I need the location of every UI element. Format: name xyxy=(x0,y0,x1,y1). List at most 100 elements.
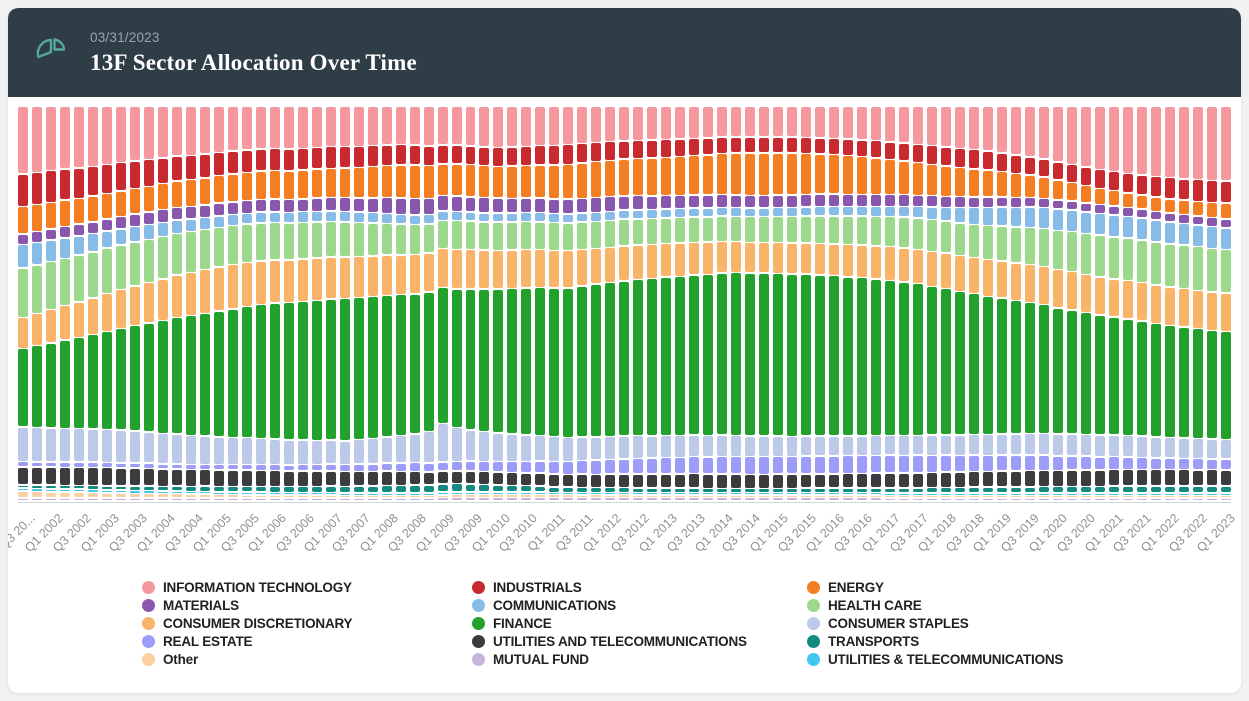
bar-segment[interactable] xyxy=(982,472,993,487)
bar-segment[interactable] xyxy=(507,166,518,198)
bar-segment[interactable] xyxy=(297,493,308,495)
stacked-bar[interactable] xyxy=(199,107,210,500)
bar-segment[interactable] xyxy=(731,273,742,435)
bar-segment[interactable] xyxy=(703,138,714,155)
bar-segment[interactable] xyxy=(899,207,909,217)
bar-segment[interactable] xyxy=(213,153,224,175)
bar-segment[interactable] xyxy=(339,493,350,495)
stacked-bar[interactable] xyxy=(535,107,546,500)
bar-segment[interactable] xyxy=(787,208,798,216)
bar-segment[interactable] xyxy=(926,107,937,145)
bar-segment[interactable] xyxy=(913,284,923,435)
bar-segment[interactable] xyxy=(381,471,392,485)
bar-segment[interactable] xyxy=(283,213,294,223)
stacked-bar[interactable] xyxy=(507,107,518,500)
bar-segment[interactable] xyxy=(465,498,476,500)
bar-segment[interactable] xyxy=(325,464,336,471)
bar-segment[interactable] xyxy=(45,343,56,428)
bar-segment[interactable] xyxy=(1052,209,1063,230)
bar-segment[interactable] xyxy=(339,496,350,498)
bar-segment[interactable] xyxy=(143,212,154,224)
bar-segment[interactable] xyxy=(325,498,336,501)
bar-segment[interactable] xyxy=(1094,205,1105,213)
bar-segment[interactable] xyxy=(339,107,350,146)
bar-segment[interactable] xyxy=(185,494,196,498)
bar-segment[interactable] xyxy=(101,165,112,193)
bar-segment[interactable] xyxy=(409,493,420,495)
bar-segment[interactable] xyxy=(885,488,896,493)
bar-segment[interactable] xyxy=(18,485,28,488)
bar-segment[interactable] xyxy=(968,487,979,493)
bar-segment[interactable] xyxy=(1010,471,1021,487)
bar-segment[interactable] xyxy=(353,298,364,439)
bar-segment[interactable] xyxy=(717,498,728,500)
bar-segment[interactable] xyxy=(465,492,476,494)
bar-segment[interactable] xyxy=(633,498,644,501)
bar-segment[interactable] xyxy=(577,437,588,460)
bar-segment[interactable] xyxy=(227,151,238,174)
bar-segment[interactable] xyxy=(759,217,770,242)
bar-segment[interactable] xyxy=(1150,107,1161,176)
bar-segment[interactable] xyxy=(591,143,602,161)
bar-segment[interactable] xyxy=(815,474,826,488)
bar-segment[interactable] xyxy=(940,493,951,495)
bar-segment[interactable] xyxy=(31,314,42,345)
bar-segment[interactable] xyxy=(381,107,392,145)
bar-segment[interactable] xyxy=(996,434,1007,455)
bar-segment[interactable] xyxy=(1206,439,1217,459)
bar-segment[interactable] xyxy=(1220,228,1231,249)
bar-segment[interactable] xyxy=(479,198,490,213)
bar-segment[interactable] xyxy=(479,432,490,461)
bar-segment[interactable] xyxy=(843,245,854,277)
bar-segment[interactable] xyxy=(745,217,756,242)
bar-segment[interactable] xyxy=(787,489,798,492)
bar-segment[interactable] xyxy=(577,199,588,213)
bar-segment[interactable] xyxy=(661,493,672,495)
bar-segment[interactable] xyxy=(1024,471,1035,487)
bar-segment[interactable] xyxy=(759,489,770,492)
bar-segment[interactable] xyxy=(465,107,476,146)
bar-segment[interactable] xyxy=(647,458,658,474)
bar-segment[interactable] xyxy=(409,485,420,493)
bar-segment[interactable] xyxy=(647,493,658,495)
bar-segment[interactable] xyxy=(1206,249,1217,292)
bar-segment[interactable] xyxy=(507,498,518,500)
bar-segment[interactable] xyxy=(689,474,700,488)
bar-segment[interactable] xyxy=(1094,435,1105,457)
bar-segment[interactable] xyxy=(31,428,42,462)
bar-segment[interactable] xyxy=(45,489,56,492)
bar-segment[interactable] xyxy=(954,149,965,167)
bar-segment[interactable] xyxy=(982,435,993,455)
bar-segment[interactable] xyxy=(465,197,476,212)
bar-segment[interactable] xyxy=(926,196,937,207)
bar-segment[interactable] xyxy=(395,145,406,164)
bar-segment[interactable] xyxy=(843,156,854,194)
bar-segment[interactable] xyxy=(857,436,868,455)
bar-segment[interactable] xyxy=(647,210,658,218)
bar-segment[interactable] xyxy=(647,140,658,158)
bar-segment[interactable] xyxy=(493,213,504,222)
bar-segment[interactable] xyxy=(227,492,238,494)
bar-segment[interactable] xyxy=(297,465,308,471)
bar-segment[interactable] xyxy=(1136,240,1147,282)
bar-segment[interactable] xyxy=(633,488,644,492)
bar-segment[interactable] xyxy=(899,248,909,282)
bar-segment[interactable] xyxy=(605,493,616,494)
bar-segment[interactable] xyxy=(409,472,420,485)
bar-segment[interactable] xyxy=(521,492,532,494)
bar-segment[interactable] xyxy=(1066,495,1077,498)
bar-segment[interactable] xyxy=(1206,203,1217,217)
bar-segment[interactable] xyxy=(157,107,168,158)
bar-segment[interactable] xyxy=(423,224,434,253)
bar-segment[interactable] xyxy=(269,223,280,260)
bar-segment[interactable] xyxy=(367,198,378,212)
bar-segment[interactable] xyxy=(829,488,840,492)
bar-segment[interactable] xyxy=(885,142,896,159)
legend-item[interactable]: ENERGY xyxy=(807,578,1107,596)
bar-segment[interactable] xyxy=(787,107,798,137)
stacked-bar[interactable] xyxy=(801,107,812,500)
bar-segment[interactable] xyxy=(1010,107,1021,155)
bar-segment[interactable] xyxy=(1010,434,1021,455)
bar-segment[interactable] xyxy=(1192,493,1203,495)
bar-segment[interactable] xyxy=(1038,493,1049,495)
